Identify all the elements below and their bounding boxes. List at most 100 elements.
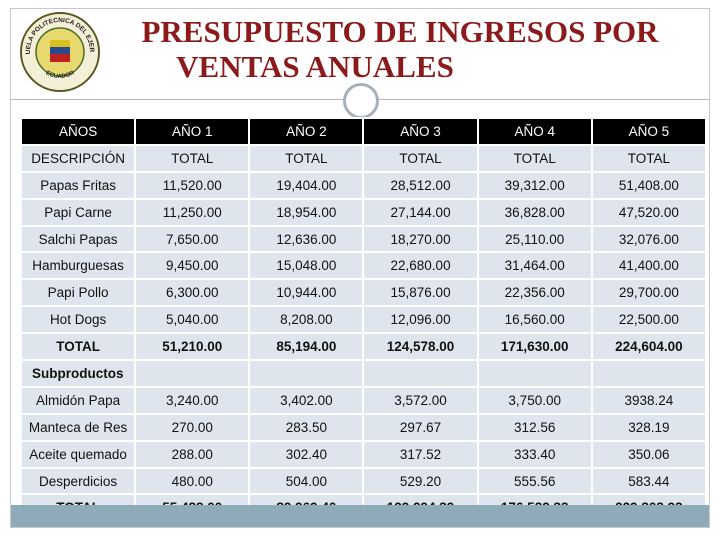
table-cell: 11,520.00 (134, 170, 251, 200)
table-cell: 19,404.00 (248, 170, 365, 200)
table-cell: 270.00 (134, 412, 251, 442)
empty-cell (248, 359, 365, 388)
table-cell: Almidón Papa (19, 385, 137, 415)
table-cell: 41,400.00 (590, 251, 708, 281)
table-cell: 18,270.00 (362, 224, 479, 254)
table-cell: 39,312.00 (476, 170, 593, 200)
table-cell: 529.20 (362, 466, 479, 496)
footer-bar (11, 505, 709, 527)
table-row: TOTAL 51,210.00 85,194.00 124,578.00 171,630… (19, 332, 708, 362)
table-cell: 31,464.00 (476, 251, 593, 281)
table-cell: 36,828.00 (476, 197, 593, 227)
table-cell: Manteca de Res (19, 412, 137, 442)
table-cell: Hamburguesas (19, 251, 137, 281)
table-cell: 28,512.00 (362, 170, 479, 200)
table-cell: TOTAL (19, 332, 137, 362)
header-row: AÑOS AÑO 1 AÑO 2 AÑO 3 AÑO 4 AÑO 5 (19, 117, 708, 146)
table-cell: 583.44 (590, 466, 708, 496)
table-cell: 85,194.00 (248, 332, 365, 362)
table-cell: 555.56 (476, 466, 593, 496)
table-cell: 3,572.00 (362, 385, 479, 415)
table-cell: TOTAL (134, 143, 251, 173)
table-cell: 15,876.00 (362, 278, 479, 308)
table-cell: 22,356.00 (476, 278, 593, 308)
table-row: Papas Fritas 11,520.00 19,404.00 28,512.00 3… (19, 170, 708, 200)
table-cell: 124,578.00 (362, 332, 479, 362)
table-row: DESCRIPCIÓN TOTAL TOTAL TOTAL TOTAL TOTAL (19, 143, 708, 173)
empty-cell (134, 359, 251, 388)
table-cell: 25,110.00 (476, 224, 593, 254)
table-cell: 7,650.00 (134, 224, 251, 254)
header-cell: AÑO 4 (476, 117, 593, 146)
table-cell: Aceite quemado (19, 439, 137, 469)
table-cell: 47,520.00 (590, 197, 708, 227)
table-cell: 328.19 (590, 412, 708, 442)
table-cell: 51,408.00 (590, 170, 708, 200)
table-cell: 32,076.00 (590, 224, 708, 254)
table-row: Aceite quemado 288.00 302.40 317.52 333.40 35… (19, 439, 708, 469)
empty-cell (590, 359, 708, 388)
title-line: PRESUPUESTO DE INGRESOS POR (141, 14, 659, 49)
table-cell: 312.56 (476, 412, 593, 442)
table-cell: 333.40 (476, 439, 593, 469)
table-cell: 12,636.00 (248, 224, 365, 254)
table-row: Subproductos (19, 359, 708, 388)
header-cell: AÑO 5 (590, 117, 708, 146)
table-cell: 302.40 (248, 439, 365, 469)
table-cell: 12,096.00 (362, 305, 479, 335)
header-cell: AÑO 3 (362, 117, 479, 146)
table-row: Desperdicios 480.00 504.00 529.20 555.56 583.… (19, 466, 708, 496)
table-cell: 3938.24 (590, 385, 708, 415)
table-cell: 6,300.00 (134, 278, 251, 308)
table-cell: TOTAL (590, 143, 708, 173)
table-row: Salchi Papas 7,650.00 12,636.00 18,270.00 25… (19, 224, 708, 254)
table-row: Manteca de Res 270.00 283.50 297.67 312.56 32… (19, 412, 708, 442)
table-cell: 10,944.00 (248, 278, 365, 308)
table-cell: 297.67 (362, 412, 479, 442)
table-row: Papi Carne 11,250.00 18,954.00 27,144.00 36,… (19, 197, 708, 227)
table-row: Hot Dogs 5,040.00 8,208.00 12,096.00 16,560.… (19, 305, 708, 335)
table-cell: 5,040.00 (134, 305, 251, 335)
table-cell: 22,500.00 (590, 305, 708, 335)
table-cell: 16,560.00 (476, 305, 593, 335)
table-cell: 15,048.00 (248, 251, 365, 281)
table-cell: TOTAL (476, 143, 593, 173)
table-cell: 51,210.00 (134, 332, 251, 362)
table-cell: Hot Dogs (19, 305, 137, 335)
table-cell: Salchi Papas (19, 224, 137, 254)
table-cell: 283.50 (248, 412, 365, 442)
table-cell: 3,402.00 (248, 385, 365, 415)
table-cell: Papi Carne (19, 197, 137, 227)
ornament (343, 83, 379, 119)
header-cell: AÑO 2 (248, 117, 365, 146)
table-row: Hamburguesas 9,450.00 15,048.00 22,680.00 31… (19, 251, 708, 281)
table-cell: 8,208.00 (248, 305, 365, 335)
table-cell: 288.00 (134, 439, 251, 469)
empty-cell (476, 359, 593, 388)
table-cell: 504.00 (248, 466, 365, 496)
table-cell: Desperdicios (19, 466, 137, 496)
title: PRESUPUESTO DE INGRESOS POR VENTAS ANUALE… (100, 14, 680, 84)
table-cell: 224,604.00 (590, 332, 708, 362)
empty-cell (362, 359, 479, 388)
table-cell: TOTAL (362, 143, 479, 173)
budget-table: AÑOS AÑO 1 AÑO 2 AÑO 3 AÑO 4 AÑO 5 DESCRIPCIÓN… (19, 117, 708, 523)
table-cell: 350.06 (590, 439, 708, 469)
table-cell: 22,680.00 (362, 251, 479, 281)
table-cell: 3,750.00 (476, 385, 593, 415)
table-row: Papi Pollo 6,300.00 10,944.00 15,876.00 22,3… (19, 278, 708, 308)
logo-bottom-text: ECUADOR (45, 70, 76, 80)
table-cell: 29,700.00 (590, 278, 708, 308)
table-cell: Subproductos (19, 359, 137, 388)
table-cell: 3,240.00 (134, 385, 251, 415)
table-cell: Papas Fritas (19, 170, 137, 200)
logo: ESCUELA POLITECNICA DEL EJERCITO ECUADOR (18, 10, 100, 92)
table-cell: 27,144.00 (362, 197, 479, 227)
logo-text: ECUADOR (45, 70, 76, 80)
table-cell: Papi Pollo (19, 278, 137, 308)
header-cell: AÑOS (19, 117, 137, 146)
table-row: Almidón Papa 3,240.00 3,402.00 3,572.00 3,75… (19, 385, 708, 415)
table-cell: 480.00 (134, 466, 251, 496)
table-cell: 18,954.00 (248, 197, 365, 227)
